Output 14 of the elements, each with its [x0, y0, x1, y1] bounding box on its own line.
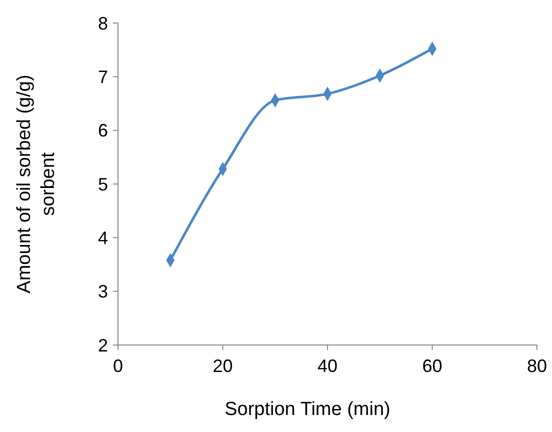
- x-tick-label: 60: [422, 356, 442, 376]
- x-axis-title: Sorption Time (min): [224, 399, 390, 420]
- x-tick-label: 40: [317, 356, 338, 376]
- y-tick-label: 8: [98, 13, 108, 34]
- y-tick-label: 7: [98, 66, 108, 87]
- y-tick-label: 2: [98, 335, 108, 356]
- x-tick-label: 0: [112, 356, 124, 376]
- y-tick-label: 6: [98, 120, 108, 141]
- y-axis-title: Amount of oil sorbed (g/g) sorbent: [14, 74, 59, 294]
- x-tick-label: 80: [526, 356, 548, 376]
- y-tick-label: 5: [98, 174, 108, 194]
- y-tick-label: 3: [98, 282, 108, 302]
- x-tick-label: 20: [212, 356, 233, 376]
- y-tick-label: 4: [98, 228, 108, 248]
